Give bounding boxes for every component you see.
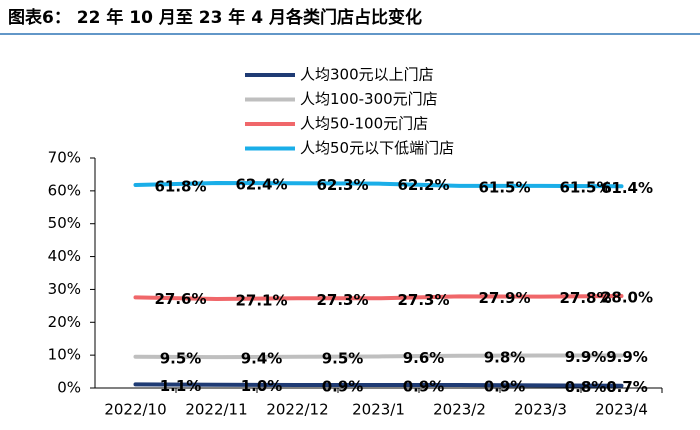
data-label: 9.5%: [160, 349, 202, 367]
data-label: 9.5%: [322, 349, 364, 367]
x-tick-label: 2023/1: [352, 401, 405, 419]
data-label: 9.4%: [241, 350, 283, 368]
data-label: 9.9%: [606, 348, 648, 366]
y-tick-label: 50%: [48, 214, 81, 232]
series-line: [133, 353, 624, 360]
data-label: 9.9%: [565, 348, 607, 366]
data-label: 0.9%: [322, 378, 364, 396]
data-label: 9.6%: [403, 349, 445, 367]
data-label: 0.8%: [565, 378, 607, 396]
legend-label: 人均50元以下低端门店: [300, 139, 454, 157]
x-tick-label: 2023/2: [433, 401, 486, 419]
y-tick-label: 40%: [48, 247, 81, 265]
legend-label: 人均300元以上门店: [300, 66, 434, 84]
data-label: 1.1%: [160, 377, 202, 395]
data-label: 27.3%: [316, 291, 368, 309]
data-label: 27.1%: [235, 291, 287, 309]
y-tick-label: 10%: [48, 346, 81, 364]
x-tick-label: 2023/3: [514, 401, 567, 419]
data-label: 62.2%: [397, 176, 449, 194]
data-label: 61.5%: [559, 178, 611, 196]
data-label: 0.9%: [403, 378, 445, 396]
y-tick-label: 60%: [48, 181, 81, 199]
chart-title: 图表6： 22 年 10 月至 23 年 4 月各类门店占比变化: [8, 7, 422, 28]
series-line: [133, 382, 624, 388]
data-label: 1.0%: [241, 377, 283, 395]
legend-label: 人均100-300元门店: [300, 90, 438, 108]
data-label: 28.0%: [601, 289, 653, 307]
series-line: [133, 180, 624, 189]
legend-label: 人均50-100元门店: [300, 115, 428, 133]
y-tick-label: 0%: [57, 379, 81, 397]
y-tick-label: 70%: [48, 149, 81, 167]
data-label: 61.4%: [601, 179, 653, 197]
data-label: 27.8%: [559, 289, 611, 307]
data-label: 27.3%: [397, 291, 449, 309]
x-tick-label: 2022/12: [266, 401, 328, 419]
data-label: 27.6%: [154, 290, 206, 308]
y-tick-label: 20%: [48, 313, 81, 331]
x-tick-label: 2022/10: [104, 401, 166, 419]
x-tick-label: 2023/4: [595, 401, 648, 419]
data-label: 62.4%: [235, 175, 287, 193]
data-label: 27.9%: [478, 289, 530, 307]
y-tick-label: 30%: [48, 280, 81, 298]
data-label: 61.8%: [154, 177, 206, 195]
data-label: 62.3%: [316, 176, 368, 194]
data-label: 61.5%: [478, 178, 530, 196]
data-label: 9.8%: [484, 348, 526, 366]
series-line: [133, 294, 624, 301]
data-label: 0.7%: [606, 378, 648, 396]
x-tick-label: 2022/11: [185, 401, 247, 419]
data-label: 0.9%: [484, 378, 526, 396]
